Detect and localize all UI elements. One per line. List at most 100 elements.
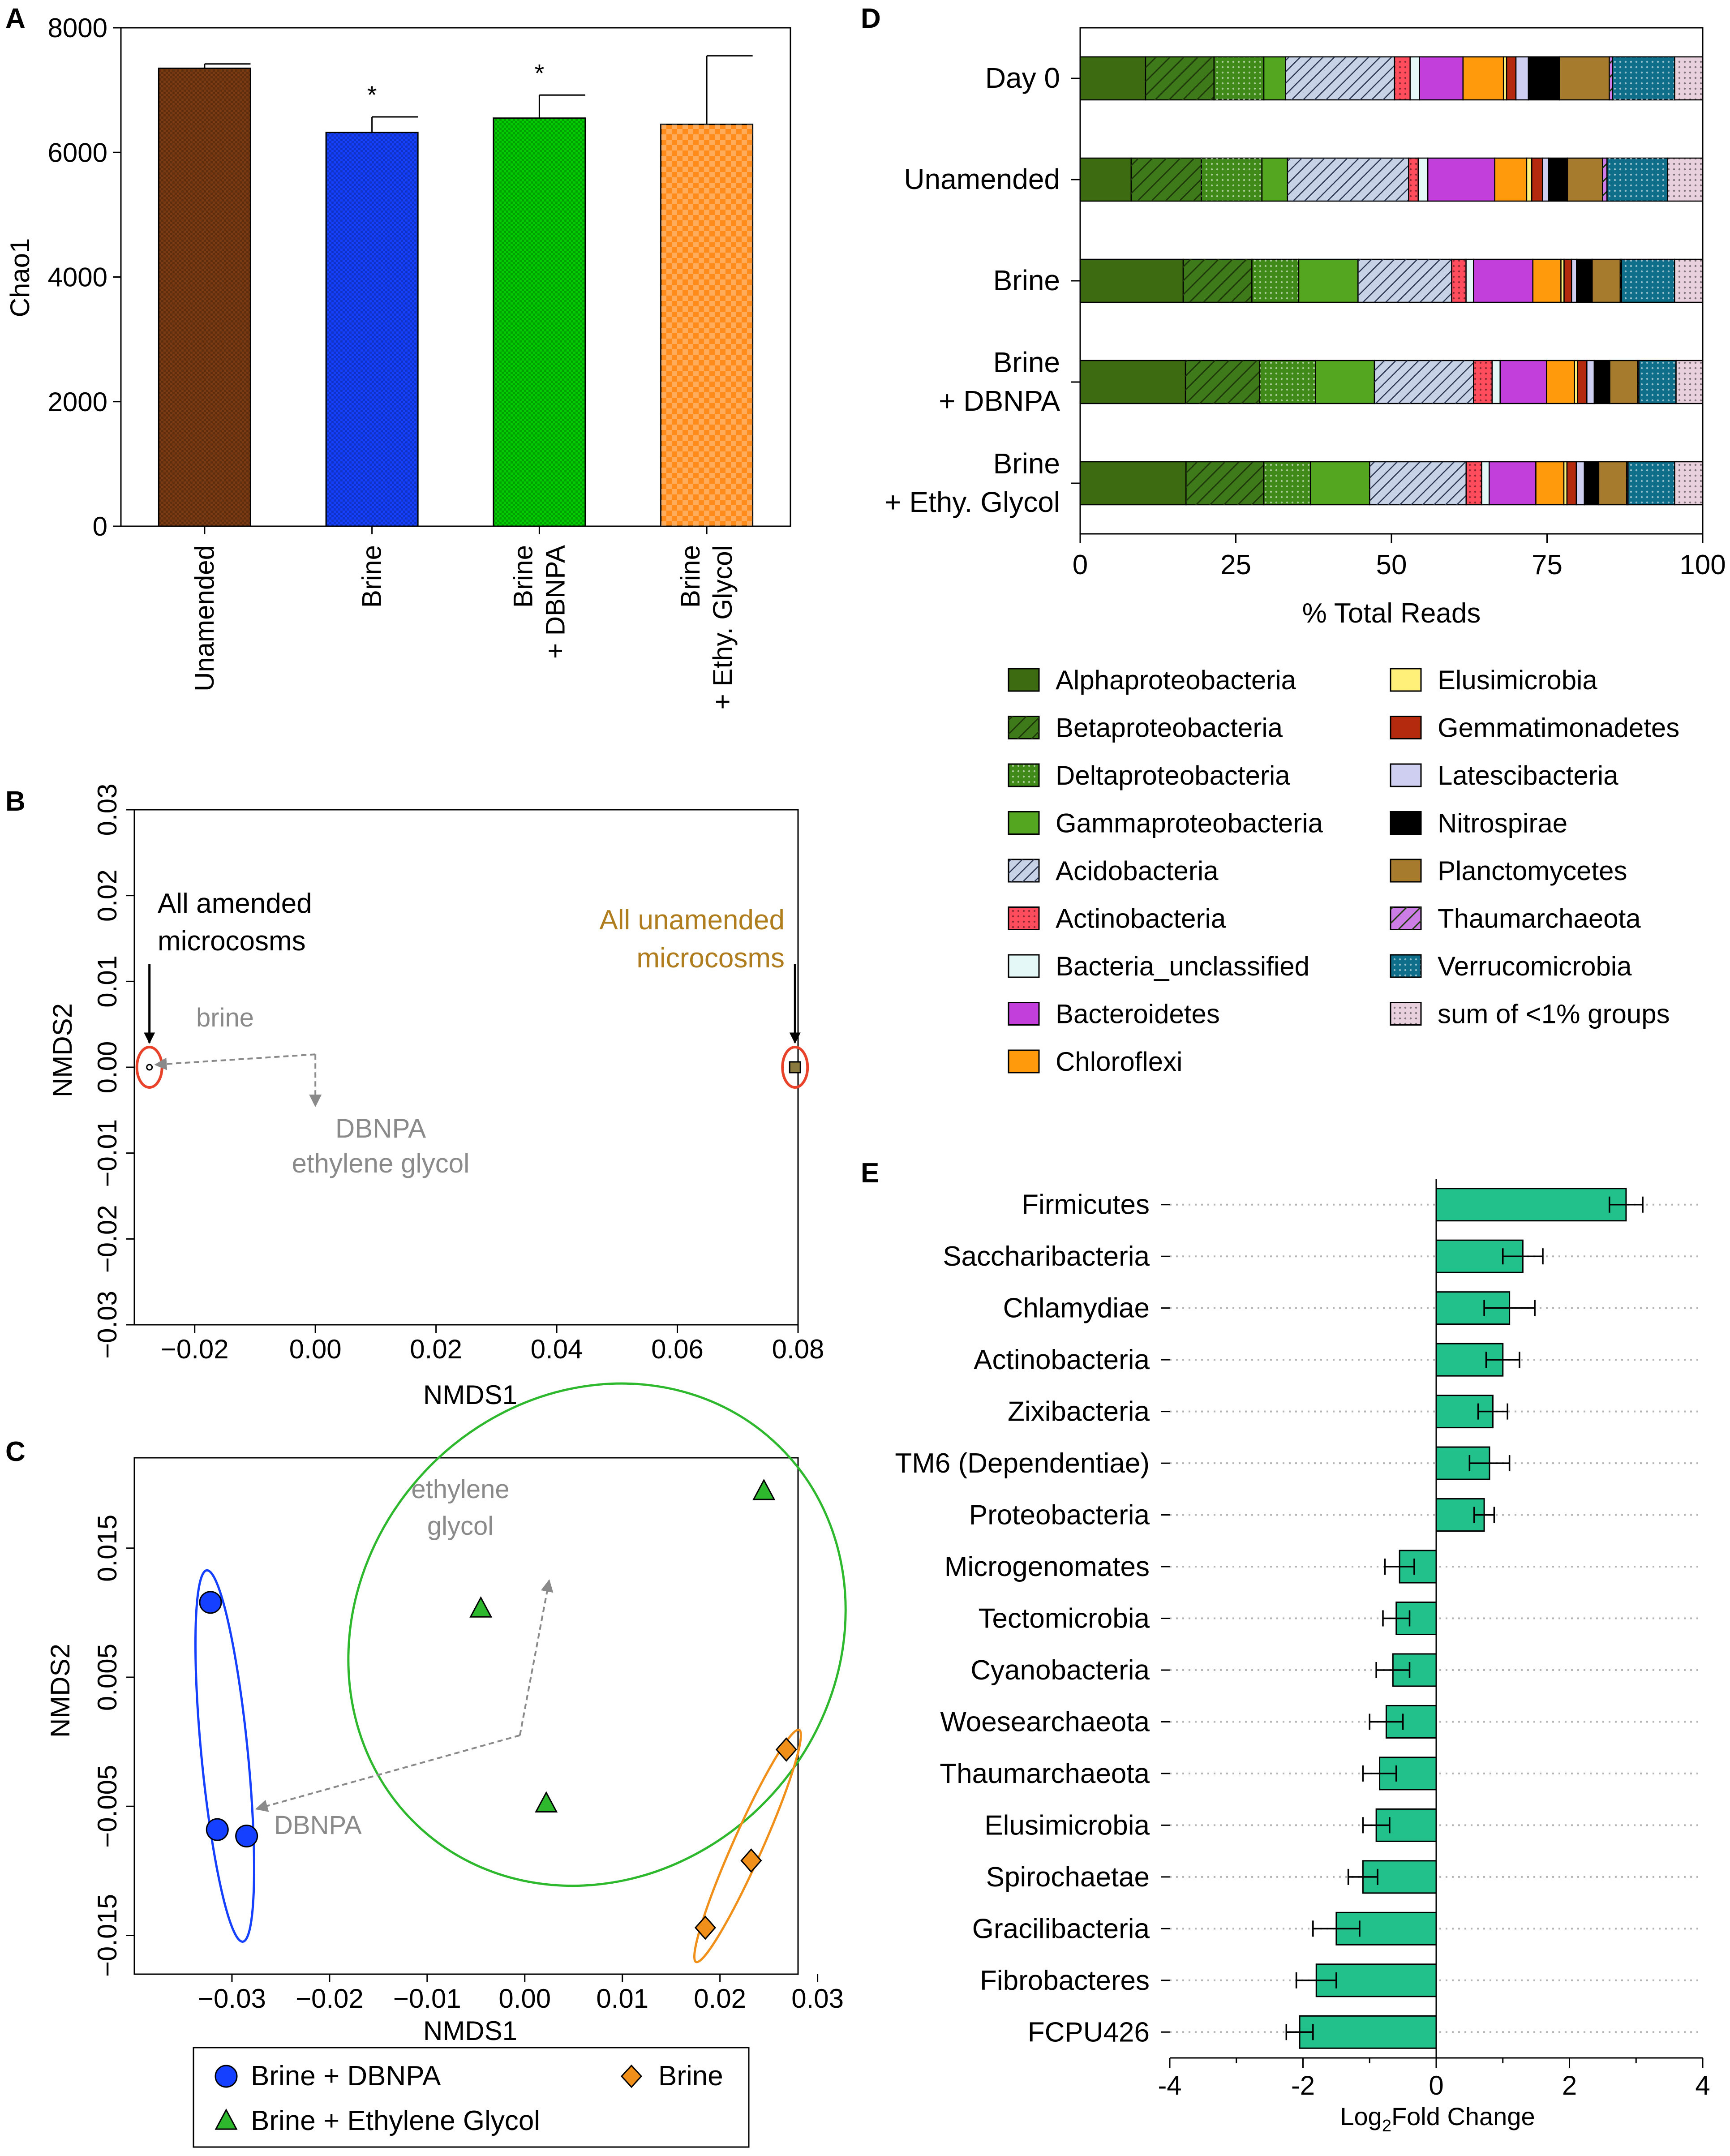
panel-e-category-label: Proteobacteria	[969, 1500, 1150, 1531]
panel-d-legend-label: sum of <1% groups	[1438, 999, 1670, 1029]
panel-c-xlabel: NMDS1	[423, 2016, 517, 2046]
panel-c-legend-marker-dbnpa	[215, 2065, 238, 2088]
panel-e-category-label: Fibrobacteres	[980, 1965, 1150, 1996]
panel-d-legend-label: Gammaproteobacteria	[1056, 808, 1323, 838]
panel-c-xtick-label: −0.03	[198, 1984, 266, 2014]
panel-d-segment-pattern	[1374, 361, 1474, 404]
panel-d-segment-pattern	[1628, 462, 1675, 505]
panel-d-category-label: Brine	[993, 447, 1060, 480]
panel-label-e: E	[861, 1158, 879, 1189]
panel-e-bar	[1299, 2015, 1437, 2049]
panel-a-category-label: + Ethy. Glycol	[708, 545, 738, 709]
panel-d-segment-pattern	[1602, 158, 1607, 201]
panel-b-nmds-plot: NMDS1 NMDS2 All amended microcosms All u…	[47, 784, 824, 1410]
panel-e-bar	[1435, 1188, 1627, 1222]
panel-d-segment-gammaproteobacteria	[1315, 360, 1375, 404]
panel-e-category-label: FCPU426	[1028, 2017, 1150, 2048]
panel-d-xtick-label: 25	[1220, 550, 1251, 580]
panel-c-xtick-label: 0.03	[791, 1984, 844, 2014]
panel-d-segment-pattern	[1466, 462, 1482, 505]
panel-d-legend-swatch	[1390, 716, 1422, 739]
panel-d-legend-swatch	[1008, 811, 1040, 835]
panel-d-xlabel: % Total Reads	[1302, 598, 1481, 629]
panel-e-category-label: Tectomicrobia	[979, 1603, 1150, 1634]
panel-d-segment-nitrospirae	[1584, 461, 1600, 506]
panel-d-legend-label: Deltaproteobacteria	[1056, 760, 1290, 790]
panel-b-xtick-label: 0.06	[651, 1334, 704, 1364]
panel-b-vector-brine-label: brine	[196, 1003, 254, 1032]
panel-d-segment-pattern	[1627, 462, 1628, 505]
panel-d-segment-pattern	[1369, 462, 1466, 505]
panel-d-legend-swatch	[1008, 1002, 1040, 1026]
panel-d-segment-pattern	[1676, 361, 1703, 404]
panel-d-legend-swatch-pattern	[1009, 764, 1039, 786]
panel-e-xtick-label: 4	[1695, 2070, 1710, 2100]
panel-d-legend-swatch	[1390, 859, 1422, 883]
panel-d-legend-label: Nitrospirae	[1438, 808, 1567, 838]
panel-c-vector-dbnpa-label: DBNPA	[274, 1811, 362, 1840]
panel-a-significance-star: *	[534, 59, 544, 87]
panel-c-frame	[133, 1457, 799, 1975]
panel-d-segment-planctomycetes	[1591, 258, 1621, 303]
panel-d-xtick-label: 100	[1679, 550, 1726, 580]
panel-d-segment-gemmatimonadetes	[1563, 258, 1572, 303]
panel-d-segment-pattern	[1473, 361, 1492, 404]
panel-a-category-label: + DBNPA	[540, 545, 570, 659]
panel-d-legend-label: Actinobacteria	[1056, 904, 1226, 934]
panel-a-bar-texture	[326, 132, 418, 527]
panel-d-category-label: Brine	[993, 264, 1060, 296]
panel-d-segment-pattern	[1639, 361, 1676, 404]
panel-c-xtick-label: −0.01	[393, 1984, 461, 2014]
panel-d-segment-alphaproteobacteria	[1079, 56, 1146, 101]
panel-d-legend-swatch-pattern	[1391, 907, 1421, 930]
panel-label-b: B	[5, 786, 26, 817]
panel-b-vector-dbnpa-label: DBNPA	[335, 1113, 426, 1143]
panel-c-point-eg	[535, 1791, 558, 1813]
panel-d-segment-planctomycetes	[1567, 157, 1603, 202]
panel-b-xlabel: NMDS1	[423, 1380, 517, 1410]
panel-d-segment-pattern	[1145, 57, 1214, 100]
panel-d-segment-pattern	[1451, 259, 1466, 302]
panel-b-ytick-label: −0.03	[92, 1291, 122, 1359]
panel-d-segment-pattern	[1186, 462, 1264, 505]
panel-d-legend-label: Bacteria_unclassified	[1056, 951, 1309, 981]
panel-b-xtick-label: −0.02	[161, 1334, 229, 1364]
panel-d-segment-chloroflexi	[1494, 157, 1528, 202]
panel-e-category-label: Thaumarchaeota	[940, 1758, 1150, 1789]
panel-d-segment-nitrospirae	[1528, 56, 1560, 101]
panel-e-xtick-label: 0	[1429, 2070, 1443, 2100]
panel-d-segment-pattern	[1260, 361, 1316, 404]
panel-d-segment-elusimicrobia	[1526, 157, 1533, 202]
panel-e-xlabel-log: Log	[1340, 2102, 1382, 2130]
panel-a-bar-texture	[661, 124, 753, 526]
panel-d-segment-gemmatimonadetes	[1577, 360, 1588, 404]
panel-b-xtick-label: 0.04	[531, 1334, 583, 1364]
panel-e-category-label: Actinobacteria	[974, 1344, 1150, 1375]
panel-d-legend-label: Latescibacteria	[1438, 760, 1618, 790]
panel-c-vector-eg-label-1: ethylene	[411, 1475, 509, 1504]
panel-label-d: D	[861, 3, 881, 34]
panel-c-legend: Brine + DBNPA Brine Brine + Ethylene Glyco…	[193, 2047, 750, 2148]
panel-e-xlabel-end: Fold Change	[1391, 2102, 1535, 2130]
panel-e-category-label: TM6 (Dependentiae)	[895, 1448, 1150, 1479]
panel-a-ytick-label: 2000	[48, 387, 107, 417]
panel-d-segment-pattern	[1609, 57, 1613, 100]
panel-c-xtick-label: −0.02	[296, 1984, 364, 2014]
panel-d-legend-label: Gemmatimonadetes	[1438, 713, 1679, 743]
panel-d-segment-latescibacteria	[1575, 461, 1585, 506]
panel-d-segment-pattern	[1637, 361, 1639, 404]
panel-e-category-label: Firmicutes	[1022, 1190, 1150, 1220]
panel-e-category-label: Woesearchaeota	[940, 1706, 1150, 1737]
panel-d-segment-alphaproteobacteria	[1079, 360, 1186, 404]
panel-c-nmds-plot: NMDS1 NMDS2 ethylene glycol DBNPA −0.03−…	[45, 1382, 847, 2148]
panel-d-segment-bacteria-unclassified	[1409, 56, 1420, 101]
panel-c-point-brine	[694, 1915, 716, 1940]
panel-d-legend-swatch	[1390, 811, 1422, 835]
panel-a-category-label: Unamended	[189, 545, 219, 691]
panel-a-ytick-label: 0	[93, 511, 107, 541]
panel-d-segment-gammaproteobacteria	[1261, 157, 1288, 202]
panel-c-xtick-label: 0.01	[596, 1984, 648, 2014]
panel-d-segment-pattern	[1285, 57, 1395, 100]
panel-d-segment-chloroflexi	[1535, 461, 1565, 506]
panel-d-segment-gammaproteobacteria	[1298, 258, 1359, 303]
